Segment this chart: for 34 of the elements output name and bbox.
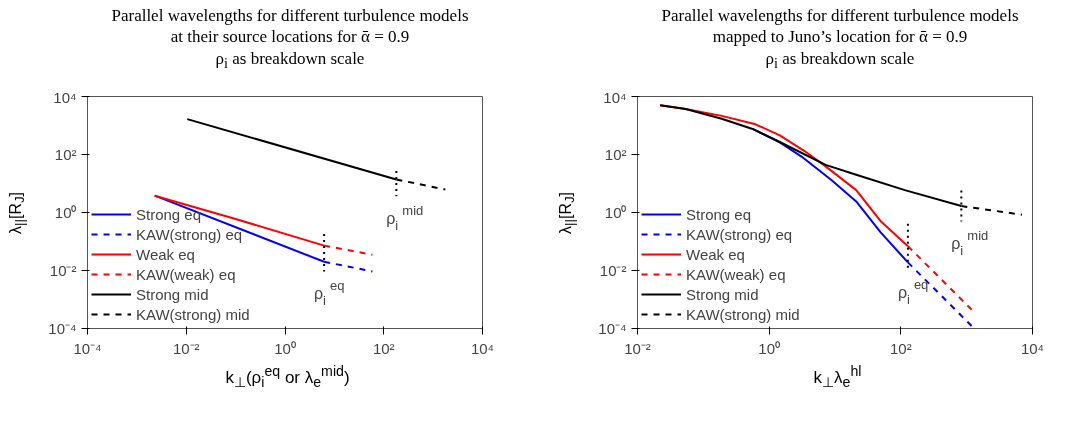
y-tick-label: 10² <box>604 146 627 163</box>
x-tick-label: 10² <box>372 339 395 357</box>
y-tick-label: 10⁻⁴ <box>598 320 627 337</box>
x-tick-label: 10² <box>889 339 912 357</box>
y-tick-label: 10⁰ <box>54 204 77 221</box>
x-tick-label: 10⁴ <box>470 339 495 357</box>
legend-label: KAW(strong) mid <box>136 305 250 323</box>
legend-label: Weak eq <box>136 245 195 263</box>
y-tick-label: 10⁰ <box>604 204 627 221</box>
x-tick-label: 10⁻⁴ <box>73 339 102 357</box>
legend-label: Weak eq <box>686 245 745 263</box>
chart-title: Parallel wavelengths for different turbulence models mapped to Juno’s location for ᾱ = 0.9 ρ$_{i}$ as breakdown scale <box>660 5 1020 73</box>
x-tick-label: 10⁻² <box>172 339 200 357</box>
legend-label: KAW(strong) eq <box>136 225 243 243</box>
legend-label: Strong eq <box>686 205 752 223</box>
x-tick-label: 10⁴ <box>1020 339 1045 357</box>
legend-label: KAW(strong) mid <box>686 305 800 323</box>
legend-label: KAW(strong) eq <box>686 225 793 243</box>
text: k$_{⊥}$(ρ$_{i}$$^{eq}$ or λ$_{e}$$^{mid}$) <box>225 363 350 391</box>
y-tick-label: 10⁻² <box>599 262 627 279</box>
y-tick-label: 10⁴ <box>603 88 627 106</box>
x-tick-label: 10⁻² <box>624 339 651 357</box>
y-tick-label: 10⁻² <box>49 262 77 279</box>
legend-label: Strong mid <box>686 285 759 303</box>
x-tick-label: 10⁰ <box>758 339 781 357</box>
legend-label: Strong eq <box>136 205 202 223</box>
legend-label: KAW(weak) eq <box>686 265 786 283</box>
legend-label: KAW(weak) eq <box>136 265 236 283</box>
chart-title: Parallel wavelengths for different turbulence models at their source locations for ᾱ = 0.9 ρ$_{i}$ as breakdown scale <box>110 5 470 73</box>
y-tick-label: 10² <box>54 146 77 163</box>
legend-label: Strong mid <box>136 285 209 303</box>
x-tick-label: 10⁰ <box>274 339 296 357</box>
y-tick-label: 10⁴ <box>53 88 77 106</box>
y-tick-label: 10⁻⁴ <box>48 320 77 337</box>
